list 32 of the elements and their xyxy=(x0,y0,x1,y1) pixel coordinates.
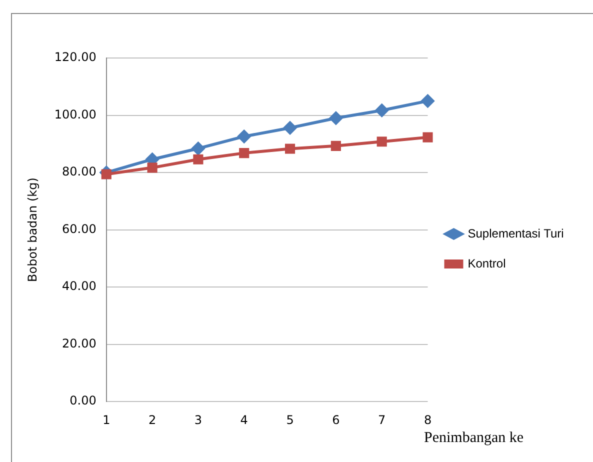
x-tick-label: 8 xyxy=(424,412,432,427)
point xyxy=(329,112,342,125)
point xyxy=(192,142,205,155)
point xyxy=(238,130,251,143)
y-tick-label: 40.00 xyxy=(62,279,96,294)
x-tick-label: 2 xyxy=(148,412,156,427)
y-tick-label: 80.00 xyxy=(62,164,96,179)
y-tick-label: 20.00 xyxy=(62,336,96,350)
legend-label: Kontrol xyxy=(468,256,506,270)
point xyxy=(147,162,158,173)
y-axis-title: Bobot badan (kg) xyxy=(25,178,40,282)
x-tick-label: 6 xyxy=(332,412,340,427)
point xyxy=(239,148,250,158)
x-tick-label: 3 xyxy=(194,412,202,427)
point xyxy=(375,104,388,117)
point xyxy=(193,154,204,164)
point xyxy=(376,136,387,147)
point xyxy=(421,94,434,108)
point xyxy=(422,132,433,142)
x-tick-label: 5 xyxy=(286,412,294,427)
y-tick-label: 120.00 xyxy=(54,50,96,64)
point xyxy=(330,140,341,151)
point xyxy=(284,144,296,154)
y-tick-label: 0.00 xyxy=(70,394,96,408)
point xyxy=(284,121,297,134)
x-axis-title: Penimbangan ke xyxy=(424,430,524,447)
x-tick-label: 7 xyxy=(378,412,386,427)
y-tick-label: 100.00 xyxy=(54,107,96,122)
legend-label: Suplementasi Turi xyxy=(468,226,564,240)
x-tick-label: 4 xyxy=(240,412,248,427)
y-tick-label: 60.00 xyxy=(62,222,96,236)
x-tick-label: 1 xyxy=(102,412,110,427)
